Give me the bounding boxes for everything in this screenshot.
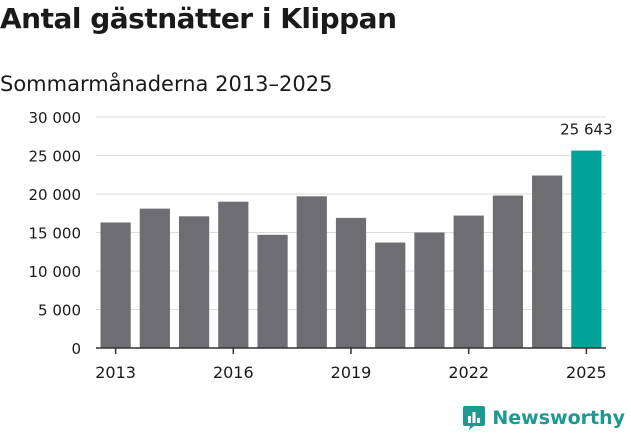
bar — [178, 216, 210, 348]
bar — [100, 222, 131, 348]
bar — [139, 208, 170, 348]
bar — [453, 215, 484, 348]
x-tick-label: 2022 — [448, 363, 489, 382]
bar — [414, 232, 445, 348]
data-label: 25 643 — [560, 121, 613, 139]
y-tick-label: 30 000 — [29, 109, 82, 127]
y-tick-label: 25 000 — [29, 148, 82, 166]
bar — [296, 196, 327, 348]
chart-title: Antal gästnätter i Klippan — [0, 2, 397, 35]
brand-logo: Newsworthy — [462, 405, 625, 431]
bar — [218, 201, 249, 348]
bar — [257, 234, 288, 348]
newsworthy-logo-icon — [463, 406, 486, 430]
x-tick-label: 2013 — [95, 363, 136, 382]
x-tick-label: 2019 — [331, 363, 372, 382]
bar — [375, 242, 406, 348]
bar — [335, 217, 367, 348]
y-tick-label: 20 000 — [29, 186, 82, 204]
bar — [532, 175, 563, 348]
bar-chart: 0 5 000 10 000 15 000 20 000 25 000 30 000 2013… — [29, 109, 613, 382]
y-tick-label: 0 — [71, 340, 81, 358]
bar — [492, 195, 524, 348]
y-tick-label: 15 000 — [29, 225, 82, 243]
brand-name: Newsworthy — [492, 407, 625, 429]
x-tick-label: 2016 — [213, 363, 254, 382]
bar — [571, 150, 602, 348]
x-tick-label: 2025 — [566, 363, 607, 382]
chart-subtitle: Sommarmånaderna 2013–2025 — [0, 72, 333, 96]
y-tick-label: 10 000 — [29, 263, 82, 281]
y-tick-label: 5 000 — [38, 302, 81, 320]
